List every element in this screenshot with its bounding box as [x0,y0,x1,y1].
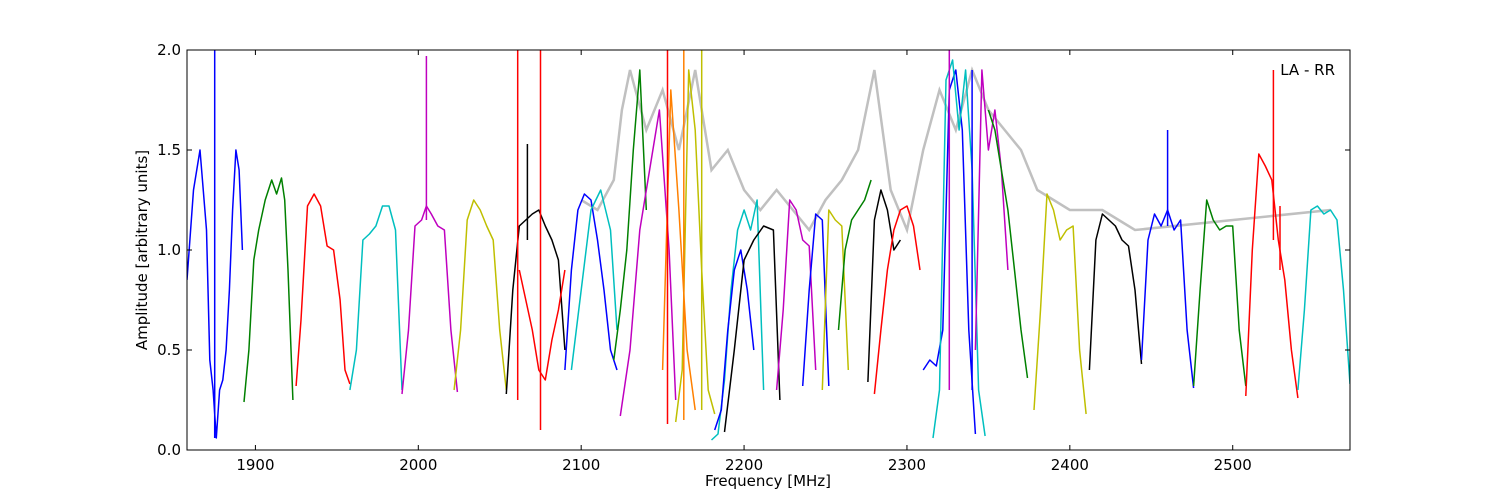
x-tick-label: 2100 [562,456,600,474]
x-tick-label: 2000 [399,456,437,474]
y-axis: 0.0 0.5 1.0 1.5 2.0 [157,41,1350,459]
series-line-22 [867,189,902,383]
series-line-19 [801,213,830,387]
x-axis: 1900 2000 2100 2200 2300 2400 2500 [236,50,1252,474]
series-line-27 [987,109,1029,379]
y-tick-label: 2.0 [157,41,181,59]
series-line-2 [243,177,294,403]
y-axis-label: Amplitude [arbitrary units] [133,150,151,350]
x-tick-label: 2200 [725,456,763,474]
series-line-12 [619,109,677,417]
x-tick-label: 1900 [236,456,274,474]
x-axis-label: Frequency [MHz] [705,472,831,490]
series-line-16 [713,249,755,431]
series-line-17 [723,225,781,433]
series-line-33 [1297,205,1350,391]
y-tick-label: 1.0 [157,241,181,259]
y-tick-label: 1.5 [157,141,181,159]
background-trace [580,66,1331,235]
series-line-10 [570,189,618,371]
background-trace-layer [580,66,1331,235]
series-line-6 [453,199,508,391]
series-line-3 [295,193,351,387]
series-line-5 [401,205,459,395]
spike-layer [213,50,1281,438]
series-line-29 [1088,213,1143,371]
series-line-21 [837,179,872,331]
series-line-15 [710,199,765,441]
series-line-14 [674,69,716,423]
series-line-32 [1245,153,1299,399]
series-line-11 [613,69,648,361]
x-tick-label: 2300 [888,456,926,474]
series-line-9 [564,193,618,371]
series-line-20 [821,209,850,391]
x-tick-label: 2500 [1214,456,1252,474]
series-line-18 [775,199,817,391]
series-line-23 [873,205,921,395]
series-line-4 [349,205,403,391]
series-line-1 [187,149,244,439]
y-tick-label: 0.5 [157,341,181,359]
series-line-31 [1192,199,1247,387]
series-line-8 [518,269,566,381]
annotation-label: LA - RR [1280,61,1335,79]
y-tick-label: 0.0 [157,441,181,459]
series-line-26 [974,69,1009,351]
series-line-7 [505,209,566,395]
x-tick-label: 2400 [1051,456,1089,474]
series-line-28 [1033,193,1087,415]
